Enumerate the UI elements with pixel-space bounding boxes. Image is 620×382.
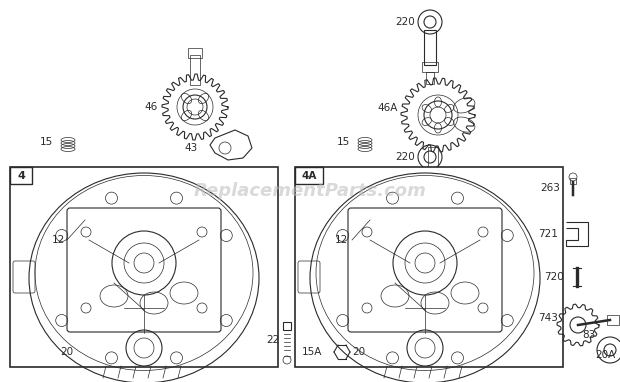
Text: 721: 721 — [538, 229, 558, 239]
Text: 15: 15 — [337, 137, 350, 147]
Text: 4A: 4A — [301, 171, 317, 181]
Text: 83: 83 — [582, 330, 595, 340]
Text: 15: 15 — [40, 137, 53, 147]
Text: 15A: 15A — [301, 347, 322, 357]
Text: 263: 263 — [540, 183, 560, 193]
Text: 12: 12 — [335, 235, 348, 245]
Bar — [295, 167, 563, 367]
Text: ReplacementParts.com: ReplacementParts.com — [193, 182, 427, 200]
Bar — [428, 147, 438, 167]
Text: 12: 12 — [52, 235, 65, 245]
Text: 20: 20 — [60, 347, 73, 357]
Bar — [422, 62, 438, 72]
Text: 43: 43 — [185, 143, 198, 153]
Text: 220: 220 — [396, 17, 415, 27]
Text: 743: 743 — [538, 313, 558, 323]
Text: 46: 46 — [144, 102, 158, 112]
Bar — [10, 167, 32, 184]
Bar — [283, 322, 291, 330]
Text: 20: 20 — [352, 347, 365, 357]
Bar — [424, 167, 442, 175]
Bar — [10, 167, 278, 367]
Bar — [190, 55, 200, 85]
Bar — [188, 48, 202, 58]
Text: 20A: 20A — [595, 350, 615, 360]
Text: 220: 220 — [396, 152, 415, 162]
Bar — [607, 315, 619, 325]
Text: 22: 22 — [267, 335, 280, 345]
Bar — [424, 30, 436, 65]
Bar — [570, 178, 576, 184]
Text: 4: 4 — [17, 171, 25, 181]
Text: 46A: 46A — [378, 103, 398, 113]
Bar — [426, 72, 434, 84]
Bar — [295, 167, 323, 184]
Text: 720: 720 — [544, 272, 564, 282]
